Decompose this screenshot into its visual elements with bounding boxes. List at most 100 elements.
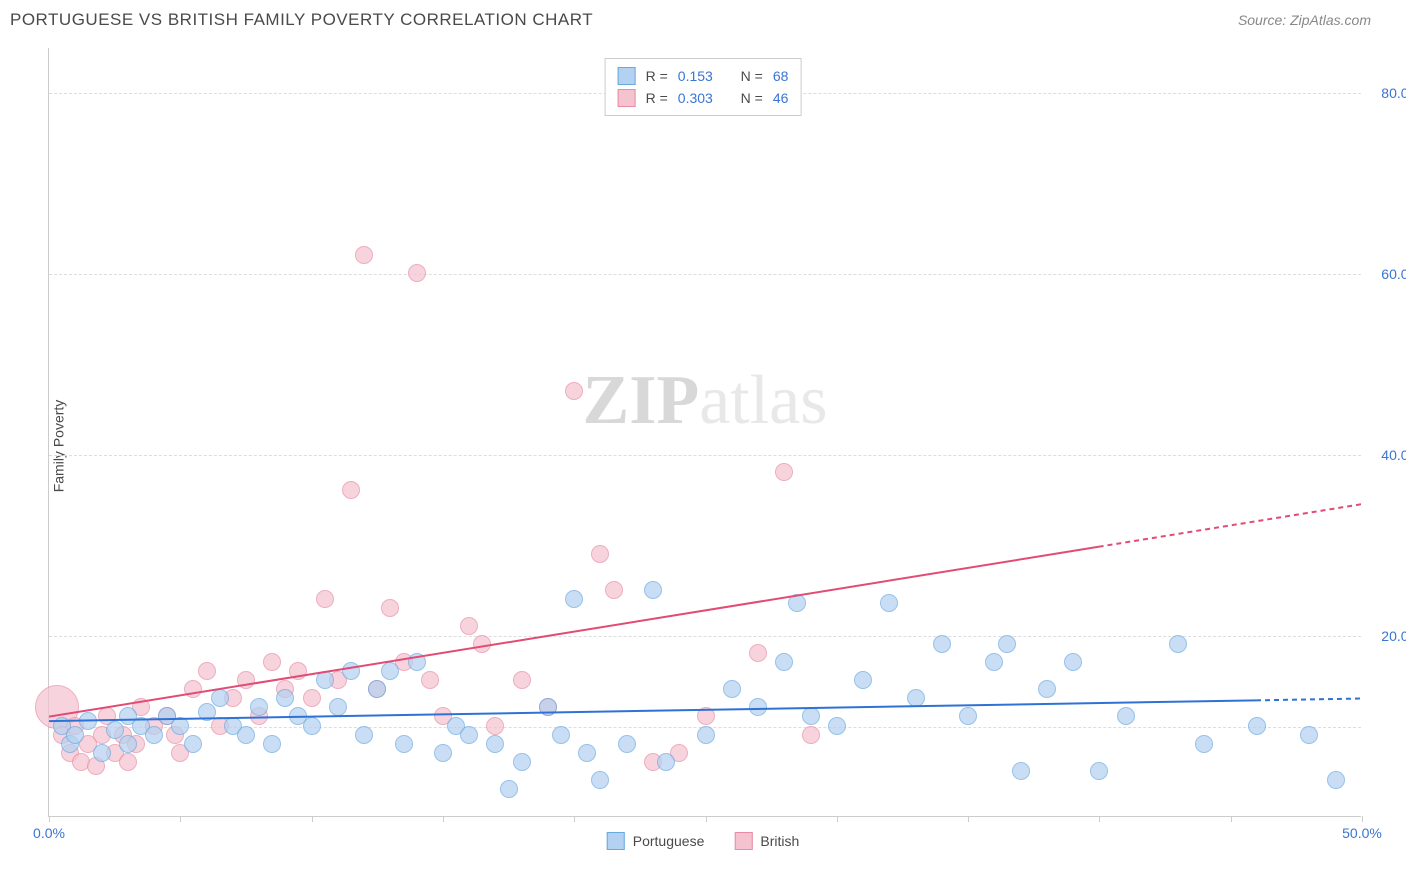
data-point-british — [749, 644, 767, 662]
data-point-portuguese — [1090, 762, 1108, 780]
data-point-portuguese — [802, 707, 820, 725]
data-point-portuguese — [854, 671, 872, 689]
data-point-british — [802, 726, 820, 744]
data-point-british — [775, 463, 793, 481]
data-point-british — [408, 264, 426, 282]
square-icon — [734, 832, 752, 850]
data-point-british — [198, 662, 216, 680]
data-point-portuguese — [959, 707, 977, 725]
data-point-portuguese — [198, 703, 216, 721]
data-point-british — [565, 382, 583, 400]
data-point-portuguese — [79, 712, 97, 730]
data-point-british — [263, 653, 281, 671]
gridline — [49, 455, 1361, 456]
x-tick — [180, 816, 181, 822]
data-point-portuguese — [66, 726, 84, 744]
data-point-portuguese — [355, 726, 373, 744]
data-point-portuguese — [408, 653, 426, 671]
x-tick — [968, 816, 969, 822]
y-tick-label: 60.0% — [1366, 266, 1406, 282]
data-point-british — [342, 481, 360, 499]
data-point-portuguese — [276, 689, 294, 707]
legend-item-british: British — [734, 832, 799, 850]
data-point-portuguese — [1169, 635, 1187, 653]
data-point-portuguese — [618, 735, 636, 753]
data-point-british — [303, 689, 321, 707]
data-point-portuguese — [788, 594, 806, 612]
data-point-portuguese — [145, 726, 163, 744]
data-point-portuguese — [697, 726, 715, 744]
data-point-portuguese — [119, 735, 137, 753]
x-tick — [49, 816, 50, 822]
data-point-portuguese — [565, 590, 583, 608]
x-tick-label: 50.0% — [1342, 825, 1382, 841]
x-tick — [1362, 816, 1363, 822]
y-tick-label: 40.0% — [1366, 447, 1406, 463]
data-point-british — [184, 680, 202, 698]
data-point-portuguese — [1012, 762, 1030, 780]
data-point-portuguese — [985, 653, 1003, 671]
data-point-british — [513, 671, 531, 689]
trend-line-portuguese — [1256, 699, 1361, 701]
stats-legend-row: R =0.303 N =46 — [618, 87, 789, 109]
data-point-portuguese — [303, 717, 321, 735]
data-point-portuguese — [434, 744, 452, 762]
data-point-portuguese — [539, 698, 557, 716]
data-point-british — [237, 671, 255, 689]
data-point-portuguese — [723, 680, 741, 698]
data-point-portuguese — [342, 662, 360, 680]
y-tick-label: 20.0% — [1366, 628, 1406, 644]
data-point-portuguese — [644, 581, 662, 599]
data-point-portuguese — [1327, 771, 1345, 789]
stats-legend: R =0.153 N =68R =0.303 N =46 — [605, 58, 802, 116]
data-point-british — [486, 717, 504, 735]
y-tick-label: 80.0% — [1366, 85, 1406, 101]
data-point-portuguese — [828, 717, 846, 735]
data-point-british — [460, 617, 478, 635]
watermark: ZIPatlas — [583, 361, 828, 441]
square-icon — [607, 832, 625, 850]
data-point-british — [697, 707, 715, 725]
chart-title: PORTUGUESE VS BRITISH FAMILY POVERTY COR… — [10, 10, 593, 30]
data-point-portuguese — [1248, 717, 1266, 735]
data-point-portuguese — [368, 680, 386, 698]
trend-line-british — [49, 547, 1099, 717]
data-point-portuguese — [591, 771, 609, 789]
data-point-portuguese — [1117, 707, 1135, 725]
data-point-british — [473, 635, 491, 653]
x-tick — [837, 816, 838, 822]
data-point-portuguese — [1064, 653, 1082, 671]
gridline — [49, 636, 1361, 637]
trend-lines — [49, 48, 1361, 816]
data-point-portuguese — [513, 753, 531, 771]
data-point-portuguese — [237, 726, 255, 744]
trend-line-british — [1099, 504, 1361, 546]
scatter-chart: ZIPatlas 20.0%40.0%60.0%80.0%0.0%50.0% — [48, 48, 1361, 817]
x-tick-label: 0.0% — [33, 825, 65, 841]
data-point-portuguese — [316, 671, 334, 689]
legend-label: Portuguese — [633, 833, 705, 849]
x-tick — [312, 816, 313, 822]
data-point-portuguese — [552, 726, 570, 744]
data-point-portuguese — [1300, 726, 1318, 744]
x-tick — [1099, 816, 1100, 822]
data-point-portuguese — [250, 698, 268, 716]
data-point-portuguese — [500, 780, 518, 798]
data-point-portuguese — [171, 717, 189, 735]
gridline — [49, 274, 1361, 275]
data-point-portuguese — [486, 735, 504, 753]
data-point-british — [119, 753, 137, 771]
square-icon — [618, 67, 636, 85]
data-point-portuguese — [263, 735, 281, 753]
data-point-portuguese — [211, 689, 229, 707]
data-point-portuguese — [880, 594, 898, 612]
data-point-british — [316, 590, 334, 608]
square-icon — [618, 89, 636, 107]
data-point-portuguese — [657, 753, 675, 771]
data-point-portuguese — [998, 635, 1016, 653]
x-tick — [706, 816, 707, 822]
data-point-portuguese — [329, 698, 347, 716]
legend-label: British — [760, 833, 799, 849]
data-point-portuguese — [1038, 680, 1056, 698]
data-point-british — [355, 246, 373, 264]
